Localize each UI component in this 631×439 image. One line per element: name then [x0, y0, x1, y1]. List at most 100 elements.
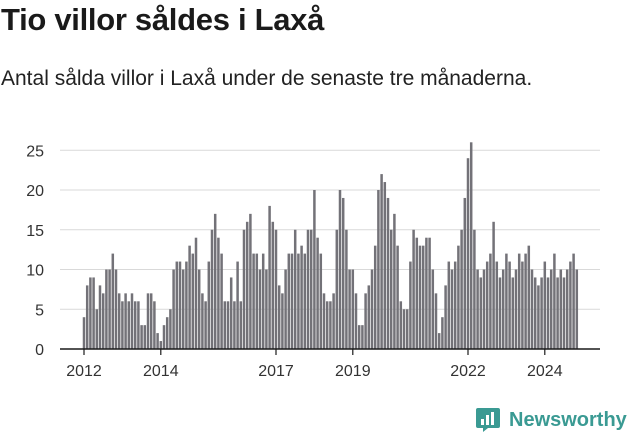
bar: [197, 269, 201, 349]
y-tick-label: 15: [26, 223, 44, 240]
bar: [485, 261, 489, 349]
bar: [508, 261, 511, 349]
bar: [351, 269, 355, 349]
bar: [210, 229, 214, 349]
bar: [329, 301, 332, 349]
brand-name: Newsworthy: [509, 408, 627, 431]
bar: [124, 293, 127, 349]
bar: [223, 301, 227, 349]
bar: [405, 309, 409, 349]
bar: [425, 237, 428, 349]
bar: [143, 325, 147, 349]
bar: [393, 213, 396, 349]
bar: [553, 253, 556, 349]
bar: [293, 229, 297, 349]
bar: [153, 301, 156, 349]
bar: [549, 269, 553, 349]
bar: [121, 301, 124, 349]
data-label: 10: [571, 0, 590, 4]
bar: [505, 253, 508, 349]
bar: [335, 229, 339, 349]
bar: [450, 269, 454, 349]
bar: [434, 293, 438, 349]
bar: [313, 190, 316, 349]
bar: [517, 253, 521, 349]
bar: [383, 182, 387, 349]
bar: [297, 253, 300, 349]
x-tick-label: 2024: [527, 363, 563, 380]
bar: [521, 261, 524, 349]
bar: [261, 253, 265, 349]
bar: [277, 285, 281, 349]
bar: [543, 261, 547, 349]
bar: [117, 293, 121, 349]
bar: [473, 229, 476, 349]
bar: [268, 205, 271, 349]
bar: [255, 253, 259, 349]
bar: [389, 229, 393, 349]
bar: [89, 277, 92, 349]
bar: [159, 341, 163, 349]
x-tick-label: 2017: [258, 363, 294, 380]
bar: [236, 261, 239, 349]
newsworthy-logo-icon: [476, 408, 500, 432]
bar: [367, 285, 371, 349]
bar: [546, 277, 550, 349]
bar: [303, 253, 307, 349]
bar: [233, 301, 236, 349]
bar: [133, 301, 137, 349]
bar: [399, 301, 403, 349]
bar: [114, 269, 118, 349]
bar: [175, 261, 179, 349]
bar: [489, 253, 492, 349]
bar: [364, 293, 367, 349]
bar: [300, 245, 303, 349]
bar: [146, 293, 150, 349]
bar: [428, 237, 431, 349]
bar: [453, 261, 457, 349]
bar: [447, 261, 451, 349]
bar: [309, 229, 313, 349]
bar: [319, 253, 323, 349]
bar: [213, 213, 217, 349]
bar: [559, 269, 563, 349]
bar: [498, 277, 502, 349]
bar: [82, 317, 86, 349]
bar: [357, 325, 361, 349]
bar: [108, 269, 111, 349]
y-tick-label: 5: [35, 302, 44, 319]
bar: [165, 317, 169, 349]
bar: [565, 269, 569, 349]
bar: [220, 253, 223, 349]
bar: [92, 277, 95, 349]
chart-subtitle: Antal sålda villor i Laxå under de senas…: [1, 67, 533, 90]
bar: [95, 309, 99, 349]
bar: [101, 293, 105, 349]
bar: [127, 301, 131, 349]
bar: [348, 269, 351, 349]
y-tick-label: 0: [35, 342, 44, 359]
bar: [492, 221, 495, 349]
bar: [415, 237, 419, 349]
y-tick-label: 10: [26, 263, 44, 280]
bar: [527, 245, 531, 349]
bar: [511, 277, 515, 349]
bar: [444, 285, 447, 349]
bar: [441, 317, 444, 349]
bar: [169, 309, 172, 349]
bar: [245, 221, 249, 349]
bar: [191, 253, 195, 349]
bar: [370, 269, 374, 349]
bar: [274, 229, 278, 349]
y-tick-label: 25: [26, 143, 44, 160]
bar: [287, 253, 291, 349]
bar: [463, 197, 467, 349]
bar: [249, 213, 252, 349]
x-tick-label: 2014: [143, 363, 179, 380]
bar: [469, 142, 473, 349]
bar: [457, 245, 460, 349]
bar: [533, 277, 537, 349]
bar: [466, 158, 470, 349]
bar: [194, 237, 198, 349]
bar: [572, 253, 575, 349]
